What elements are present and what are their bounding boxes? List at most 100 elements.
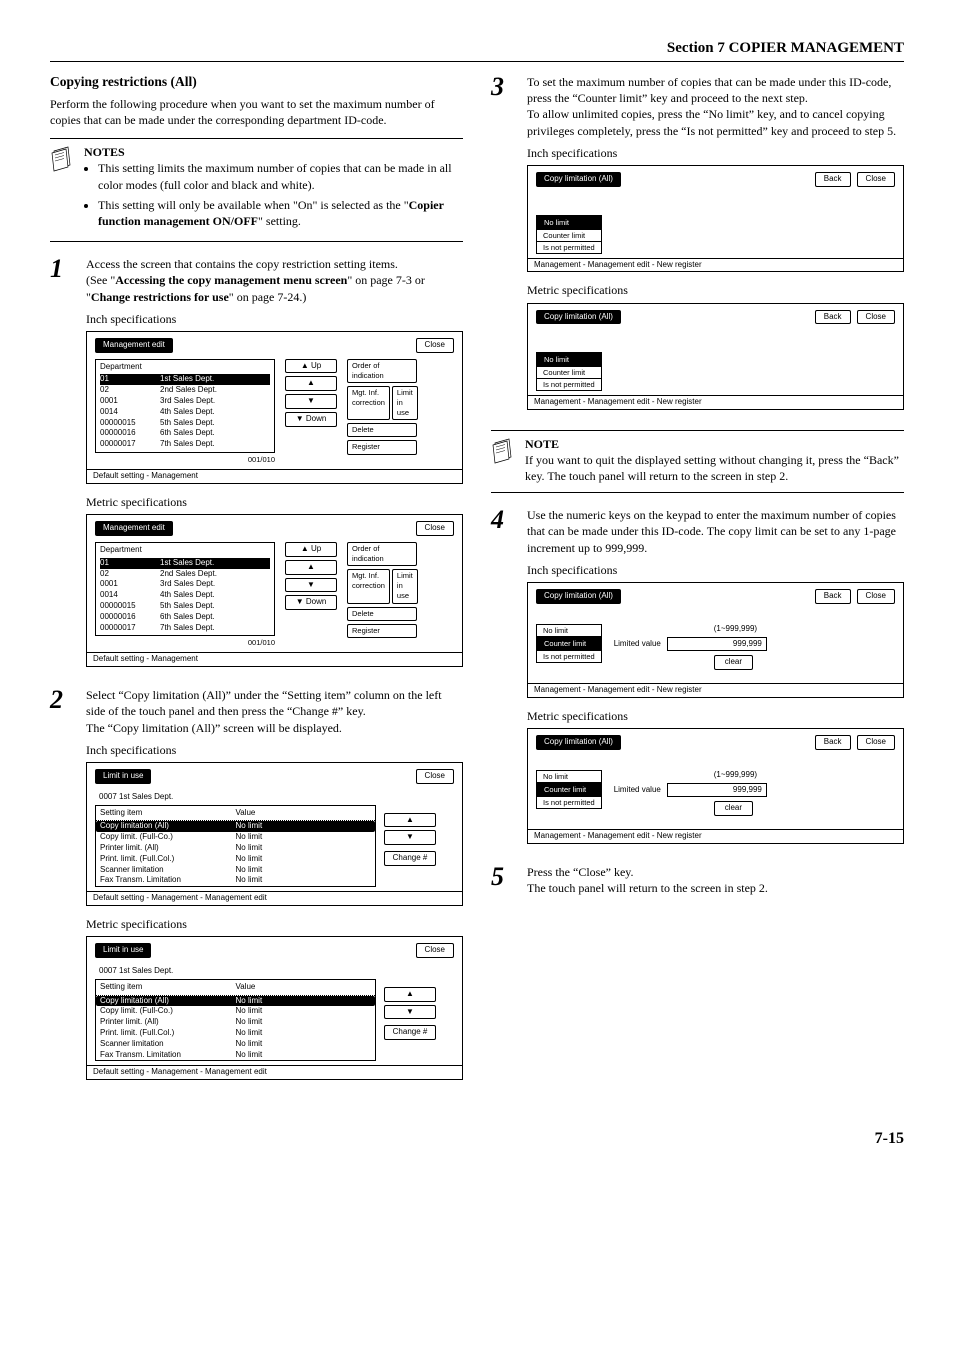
close-button[interactable]: Close	[857, 735, 895, 750]
scroll-down-button[interactable]: ▼	[285, 578, 337, 593]
scroll-up-button[interactable]: ▲	[285, 560, 337, 575]
dept-row[interactable]: 000000155th Sales Dept.	[100, 601, 270, 612]
back-button[interactable]: Back	[815, 735, 851, 750]
scroll-up-button[interactable]: ▲	[384, 813, 436, 828]
down-button[interactable]: ▼ Down	[285, 412, 337, 427]
dept-row[interactable]: 000000166th Sales Dept.	[100, 612, 270, 623]
dept-row[interactable]: 00144th Sales Dept.	[100, 590, 270, 601]
limit-panel-inch: Limit in use Close 0007 1st Sales Dept. …	[86, 762, 463, 906]
register-button[interactable]: Register	[347, 440, 417, 454]
note-box: NOTE If you want to quit the displayed s…	[491, 430, 904, 493]
limit-panel-metric: Limit in use Close 0007 1st Sales Dept. …	[86, 936, 463, 1080]
register-button[interactable]: Register	[347, 624, 417, 638]
note-title: NOTE	[525, 437, 904, 452]
close-button[interactable]: Close	[416, 943, 454, 958]
step-number: 1	[50, 256, 72, 677]
limit-button[interactable]: Limit in use	[392, 386, 418, 420]
change-button[interactable]: Change #	[384, 1025, 436, 1040]
dept-row[interactable]: 000000155th Sales Dept.	[100, 418, 270, 429]
setting-row[interactable]: Fax Transm. LimitationNo limit	[96, 875, 375, 886]
panel-footer: Default setting - Management - Managemen…	[87, 1065, 462, 1079]
department-list[interactable]: Department 011st Sales Dept. 022nd Sales…	[95, 359, 275, 453]
close-button[interactable]: Close	[416, 769, 454, 784]
dept-row[interactable]: 00013rd Sales Dept.	[100, 579, 270, 590]
dept-row[interactable]: 000000177th Sales Dept.	[100, 623, 270, 634]
order-button[interactable]: Order of indication	[347, 542, 417, 566]
not-permitted-option[interactable]: Is not permitted	[536, 796, 602, 809]
delete-button[interactable]: Delete	[347, 423, 417, 437]
scroll-up-button[interactable]: ▲	[384, 987, 436, 1002]
setting-row[interactable]: Copy limit. (Full-Co.)No limit	[96, 832, 375, 843]
step-number: 3	[491, 74, 513, 420]
left-column: Copying restrictions (All) Perform the f…	[50, 74, 463, 1100]
note-icon	[491, 437, 517, 484]
no-limit-option[interactable]: No limit	[536, 215, 602, 230]
value-input[interactable]: 999,999	[667, 637, 767, 652]
copy-panel-metric: Copy limitation (All) Back Close No limi…	[527, 303, 904, 410]
option-stack: No limit Counter limit Is not permitted	[536, 770, 602, 808]
dept-row[interactable]: 00013rd Sales Dept.	[100, 396, 270, 407]
counter-limit-option[interactable]: Counter limit	[536, 636, 602, 651]
dept-header: Department	[100, 545, 270, 556]
dept-row[interactable]: 022nd Sales Dept.	[100, 385, 270, 396]
setting-row[interactable]: Fax Transm. LimitationNo limit	[96, 1050, 375, 1061]
change-button[interactable]: Change #	[384, 851, 436, 866]
close-button[interactable]: Close	[857, 310, 895, 325]
dept-row[interactable]: 000000177th Sales Dept.	[100, 439, 270, 450]
scroll-down-button[interactable]: ▼	[384, 1005, 436, 1020]
not-permitted-option[interactable]: Is not permitted	[536, 378, 602, 391]
setting-row[interactable]: Printer limit. (All)No limit	[96, 1017, 375, 1028]
step-text: Access the screen that contains the copy…	[86, 256, 463, 272]
scroll-down-button[interactable]: ▼	[384, 830, 436, 845]
mgtinf-button[interactable]: Mgt. Inf. correction	[347, 386, 390, 420]
department-list[interactable]: Department 011st Sales Dept. 022nd Sales…	[95, 542, 275, 636]
dept-row[interactable]: 011st Sales Dept.	[100, 558, 270, 569]
setting-row[interactable]: Printer limit. (All)No limit	[96, 843, 375, 854]
value-input[interactable]: 999,999	[667, 783, 767, 798]
not-permitted-option[interactable]: Is not permitted	[536, 650, 602, 663]
setting-row[interactable]: Scanner limitationNo limit	[96, 1039, 375, 1050]
step-text: (See "Accessing the copy management menu…	[86, 272, 463, 304]
no-limit-option[interactable]: No limit	[536, 352, 602, 367]
mgtinf-button[interactable]: Mgt. Inf. correction	[347, 569, 390, 603]
step-text: Press the “Close” key.	[527, 864, 904, 880]
up-button[interactable]: ▲ Up	[285, 359, 337, 374]
back-button[interactable]: Back	[815, 589, 851, 604]
setting-row[interactable]: Copy limitation (All)No limit	[96, 996, 375, 1007]
scroll-down-button[interactable]: ▼	[285, 394, 337, 409]
panel-footer: Default setting - Management - Managemen…	[87, 891, 462, 905]
order-button[interactable]: Order of indication	[347, 359, 417, 383]
col-value: Value	[236, 808, 372, 819]
limit-button[interactable]: Limit in use	[392, 569, 418, 603]
dept-row[interactable]: 000000166th Sales Dept.	[100, 428, 270, 439]
scroll-up-button[interactable]: ▲	[285, 376, 337, 391]
step-text: To allow unlimited copies, press the “No…	[527, 106, 904, 138]
value-panel-inch: Copy limitation (All) Back Close No limi…	[527, 582, 904, 698]
setting-row[interactable]: Print. limit. (Full.Col.)No limit	[96, 1028, 375, 1039]
clear-button[interactable]: clear	[714, 655, 753, 670]
setting-row[interactable]: Copy limitation (All)No limit	[96, 821, 375, 832]
page-header: Section 7 COPIER MANAGEMENT	[50, 40, 904, 62]
setting-table: Setting item Value Copy limitation (All)…	[95, 805, 376, 888]
notes-icon	[50, 145, 76, 233]
delete-button[interactable]: Delete	[347, 607, 417, 621]
up-button[interactable]: ▲ Up	[285, 542, 337, 557]
back-button[interactable]: Back	[815, 172, 851, 187]
close-button[interactable]: Close	[416, 521, 454, 536]
dept-row[interactable]: 011st Sales Dept.	[100, 374, 270, 385]
close-button[interactable]: Close	[857, 172, 895, 187]
clear-button[interactable]: clear	[714, 801, 753, 816]
not-permitted-option[interactable]: Is not permitted	[536, 241, 602, 254]
close-button[interactable]: Close	[416, 338, 454, 353]
counter-limit-option[interactable]: Counter limit	[536, 782, 602, 797]
down-button[interactable]: ▼ Down	[285, 595, 337, 610]
dept-row[interactable]: 022nd Sales Dept.	[100, 569, 270, 580]
back-button[interactable]: Back	[815, 310, 851, 325]
setting-row[interactable]: Print. limit. (Full.Col.)No limit	[96, 854, 375, 865]
close-button[interactable]: Close	[857, 589, 895, 604]
setting-row[interactable]: Copy limit. (Full-Co.)No limit	[96, 1006, 375, 1017]
panel-footer: Default setting - Management	[87, 652, 462, 666]
dept-row[interactable]: 00144th Sales Dept.	[100, 407, 270, 418]
setting-row[interactable]: Scanner limitationNo limit	[96, 865, 375, 876]
dept-label: 0007 1st Sales Dept.	[95, 790, 454, 805]
